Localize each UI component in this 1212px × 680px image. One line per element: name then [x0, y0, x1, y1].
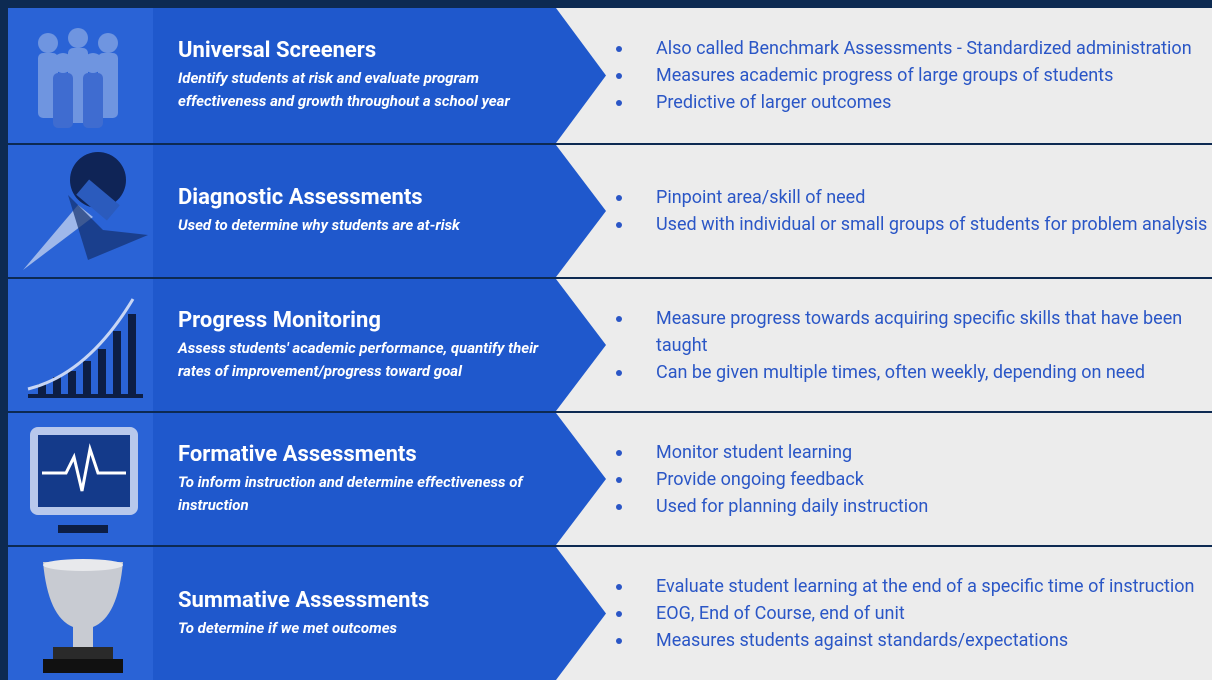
assessment-row: Universal Screeners Identify students at … — [8, 8, 1212, 143]
row-background — [8, 145, 1212, 277]
bullet: Used with individual or small groups of … — [608, 211, 1208, 238]
row-subtitle: To inform instruction and determine effe… — [178, 472, 523, 514]
bullet-panel — [548, 547, 1212, 680]
row-title: Summative Assessments — [178, 587, 430, 613]
row-background — [8, 413, 1212, 545]
icon — [43, 559, 123, 673]
row-title: Diagnostic Assessments — [178, 185, 423, 210]
row-subtitle: Identify students at risk and evaluate p… — [178, 69, 510, 110]
row-text: Universal Screeners Identify students at … — [178, 8, 568, 143]
bullet: Measures students against standards/expe… — [608, 627, 1208, 654]
row-title: Universal Screeners — [178, 38, 377, 63]
bullet: EOG, End of Course, end of unit — [608, 600, 1208, 627]
icon — [38, 28, 118, 128]
bullet: Measures academic progress of large grou… — [608, 62, 1208, 89]
bullet: Provide ongoing feedback — [608, 466, 1208, 493]
bullet: Monitor student learning — [608, 439, 1208, 466]
icon — [27, 298, 143, 398]
bullet: Also called Benchmark Assessments - Stan… — [608, 35, 1208, 62]
row-background — [8, 547, 1212, 680]
row-text: Formative Assessments To inform instructi… — [178, 413, 568, 545]
row-background — [8, 279, 1212, 411]
row-title: Formative Assessments — [178, 441, 417, 467]
bullet-list: Evaluate student learning at the end of … — [608, 547, 1208, 680]
row-text: Summative Assessments To determine if we … — [178, 547, 568, 680]
row-subtitle: Assess students' academic performance, q… — [178, 338, 539, 380]
assessment-row: Formative Assessments To inform instructi… — [8, 413, 1212, 545]
bullet-list: Pinpoint area/skill of need Used with ind… — [608, 145, 1208, 277]
bullet-panel — [548, 8, 1212, 143]
row-title: Progress Monitoring — [178, 307, 381, 333]
bullet: Evaluate student learning at the end of … — [608, 573, 1208, 600]
bullet-panel — [548, 145, 1212, 277]
bullet-list: Monitor student learning Provide ongoing … — [608, 413, 1208, 545]
row-text: Diagnostic Assessments Used to determine … — [178, 145, 568, 277]
bullet-panel — [548, 279, 1212, 411]
bullet-list: Measure progress towards acquiring speci… — [608, 279, 1208, 411]
chevron-panel — [8, 413, 606, 545]
bullet: Measure progress towards acquiring speci… — [608, 305, 1208, 359]
assessment-row: Summative Assessments To determine if we … — [8, 547, 1212, 680]
bullet: Predictive of larger outcomes — [608, 89, 1208, 116]
bullet-panel — [548, 413, 1212, 545]
row-text: Progress Monitoring Assess students' acad… — [178, 279, 568, 411]
row-subtitle: To determine if we met outcomes — [178, 618, 398, 637]
bullet-list: Also called Benchmark Assessments - Stan… — [608, 8, 1208, 143]
chevron-panel — [8, 279, 606, 411]
bullet: Pinpoint area/skill of need — [608, 184, 1208, 211]
assessment-row: Progress Monitoring Assess students' acad… — [8, 279, 1212, 411]
icon — [23, 152, 148, 270]
bullet: Used for planning daily instruction — [608, 493, 1208, 520]
chevron-panel — [8, 8, 606, 143]
icon — [30, 427, 138, 533]
bullet: Can be given multiple times, often weekl… — [608, 359, 1208, 386]
chevron-panel — [8, 547, 606, 680]
row-subtitle: Used to determine why students are at-ri… — [178, 216, 460, 234]
row-background — [8, 8, 1212, 143]
chevron-panel — [8, 145, 606, 277]
assessment-row: Diagnostic Assessments Used to determine … — [8, 145, 1212, 277]
